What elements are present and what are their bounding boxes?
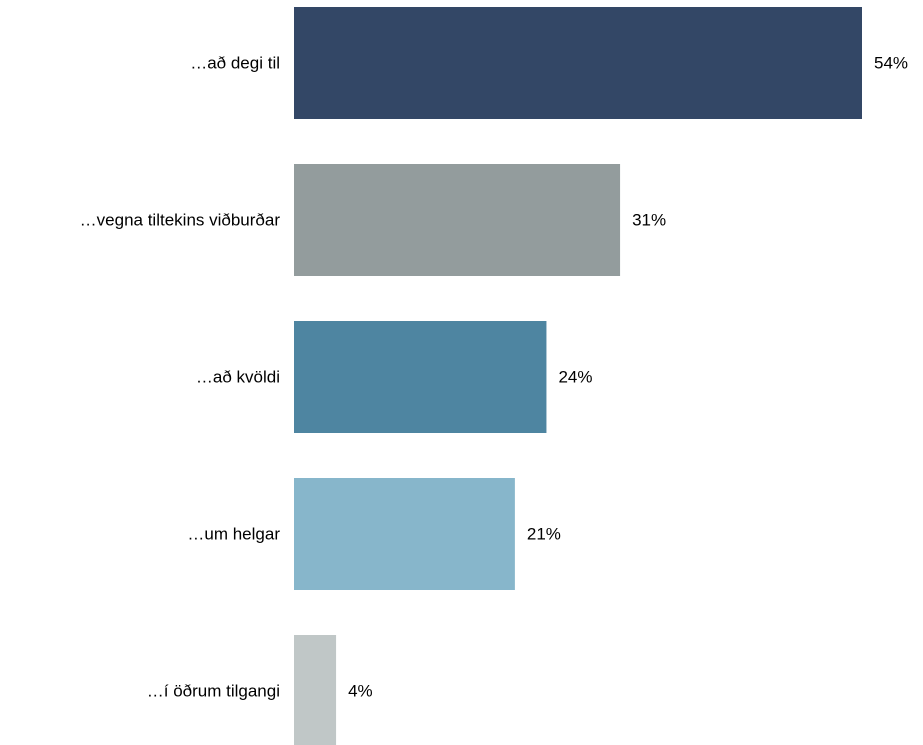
category-label-3: …um helgar xyxy=(187,525,280,544)
category-label-1: …vegna tiltekins viðburðar xyxy=(80,211,281,230)
bar-0 xyxy=(294,7,862,119)
category-label-0: …að degi til xyxy=(190,54,280,73)
bar-1 xyxy=(294,164,621,276)
value-label-2: 24% xyxy=(558,368,592,387)
category-label-2: …að kvöldi xyxy=(196,368,280,387)
bar-2 xyxy=(294,321,547,433)
value-label-1: 31% xyxy=(632,211,666,230)
value-label-4: 4% xyxy=(348,682,373,701)
value-label-3: 21% xyxy=(527,525,561,544)
category-label-4: …í öðrum tilgangi xyxy=(147,682,280,701)
bar-3 xyxy=(294,478,515,590)
bar-4 xyxy=(294,635,337,745)
value-label-0: 54% xyxy=(874,54,908,73)
